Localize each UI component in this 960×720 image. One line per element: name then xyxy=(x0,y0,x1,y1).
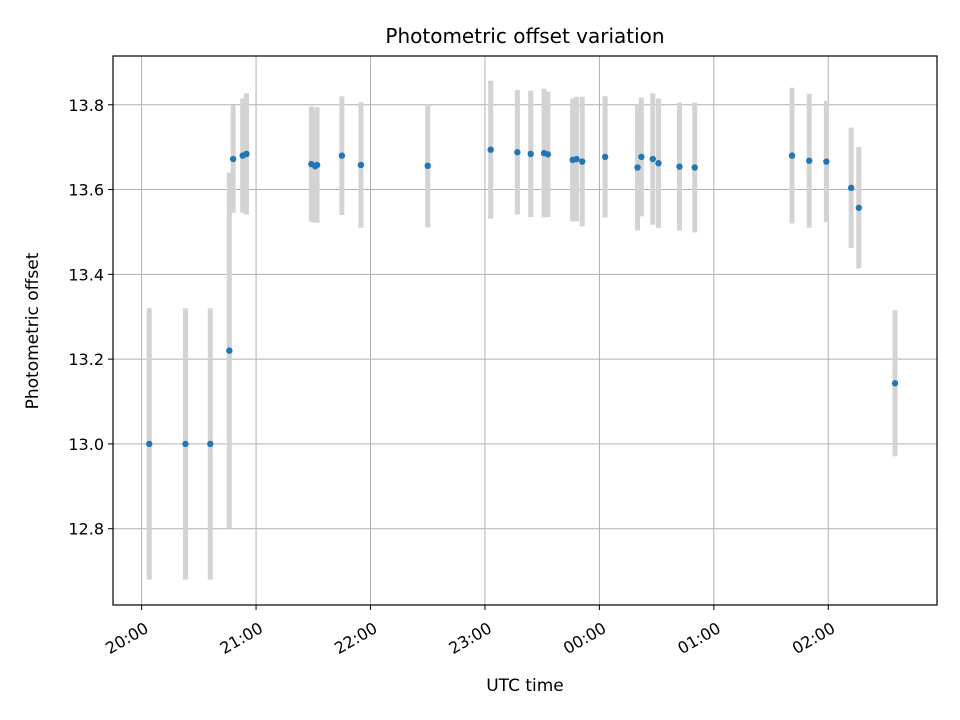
data-point xyxy=(691,164,698,171)
data-point xyxy=(649,155,656,163)
data-point xyxy=(243,150,250,158)
y-tick-label: 13.0 xyxy=(68,435,104,454)
data-point xyxy=(313,161,321,169)
data-point xyxy=(638,153,645,161)
y-tick-label: 13.6 xyxy=(68,181,104,200)
x-axis-title: UTC time xyxy=(486,676,564,696)
y-tick-label: 13.4 xyxy=(68,265,104,284)
data-point xyxy=(823,158,830,165)
data-point xyxy=(357,161,365,169)
data-point xyxy=(601,153,609,161)
point-layer xyxy=(146,146,899,448)
data-point xyxy=(891,380,899,387)
data-point xyxy=(788,152,796,159)
y-tick-label: 13.2 xyxy=(68,350,104,369)
data-point xyxy=(855,204,862,211)
data-point xyxy=(579,158,586,165)
chart-title: Photometric offset variation xyxy=(385,24,664,48)
data-point xyxy=(424,162,431,169)
y-tick-label: 13.8 xyxy=(68,96,104,115)
data-point xyxy=(338,152,346,159)
data-point xyxy=(514,149,521,156)
data-point xyxy=(655,160,662,167)
data-point xyxy=(676,163,683,170)
data-point xyxy=(573,155,580,163)
data-point xyxy=(207,440,214,448)
data-point xyxy=(182,440,189,448)
data-point xyxy=(146,440,153,448)
y-axis-title: Photometric offset xyxy=(23,252,43,409)
data-point xyxy=(847,184,855,192)
data-point xyxy=(634,164,641,171)
data-point xyxy=(487,146,494,153)
data-point xyxy=(229,155,237,163)
data-point xyxy=(544,151,552,158)
data-point xyxy=(806,157,813,164)
y-tick-label: 12.8 xyxy=(68,520,104,539)
plot-frame xyxy=(112,55,938,606)
data-point xyxy=(226,347,233,354)
data-point xyxy=(527,150,534,158)
grid-layer xyxy=(113,56,937,605)
